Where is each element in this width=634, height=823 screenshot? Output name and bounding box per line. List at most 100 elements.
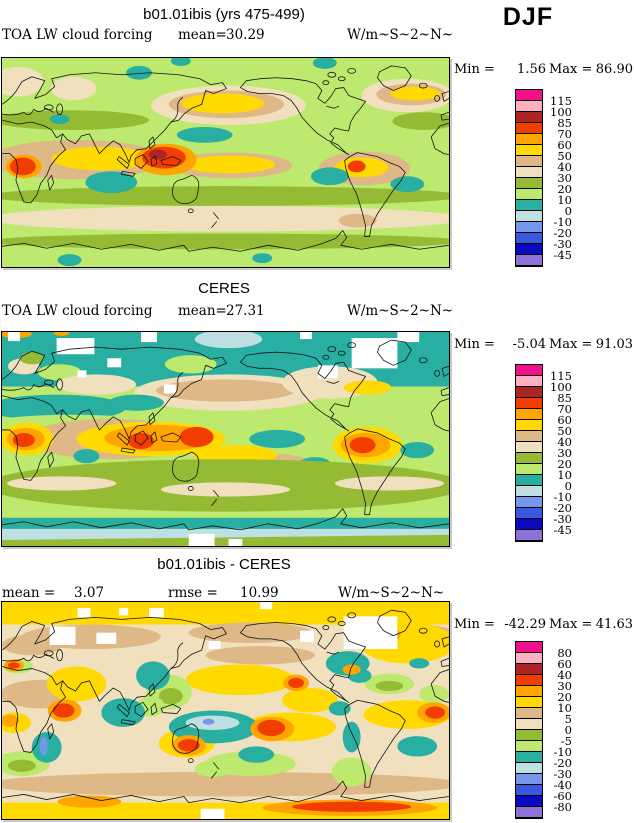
colorbar-cell — [516, 486, 542, 497]
colorbar-cell — [516, 519, 542, 530]
colorbar-cell — [516, 145, 542, 156]
colorbar-tick-label: -80 — [553, 800, 572, 814]
colorbar-tick-label: 85 — [557, 116, 572, 130]
colorbar-tick-label: 20 — [557, 182, 572, 196]
panel2-subtitle: TOA LW cloud forcing mean= 27.31 W/m~S~2… — [0, 303, 454, 321]
colorbar-tick-label: -45 — [553, 523, 572, 537]
colorbar-tick-label: 70 — [557, 127, 572, 141]
colorbar-tick-label: -30 — [553, 512, 572, 526]
colorbar-cell — [516, 112, 542, 123]
colorbar-tick-label: 30 — [557, 171, 572, 185]
colorbar-cell — [516, 763, 542, 774]
panel2-mean-value: 27.31 — [226, 303, 265, 319]
colorbar-cell — [516, 189, 542, 200]
colorbar-tick-label: -20 — [553, 756, 572, 770]
colorbar-cell — [516, 244, 542, 255]
panel1-max-value: 86.90 — [595, 62, 633, 77]
colorbar-tick-label: -60 — [553, 789, 572, 803]
panel3-min-value: -42.29 — [504, 617, 546, 632]
colorbar-cell — [516, 686, 542, 697]
colorbar-cell — [516, 398, 542, 409]
colorbar-cell — [516, 453, 542, 464]
colorbar-tick-label: 0 — [564, 723, 572, 737]
panel3-contour-map — [2, 602, 449, 819]
panel3-mean-label: mean = — [2, 585, 56, 601]
colorbar-cell — [516, 530, 542, 541]
colorbar-tick-label: 100 — [550, 105, 572, 119]
panel1-min-value: 1.56 — [517, 62, 546, 77]
panel2-map — [1, 331, 450, 547]
panel2-max-label: Max = — [549, 337, 593, 352]
panel2-mean-label: mean= — [178, 303, 227, 319]
panel1-mean-label: mean= — [178, 27, 227, 43]
panel1-colorbar: 115 100 85 70 60 50 40 30 20 10 0 -10 -20 -30 -45 — [515, 89, 572, 267]
colorbar-cell — [516, 708, 542, 719]
panel2-units: W/m~S~2~N~ — [347, 303, 454, 319]
colorbar-tick-label: 85 — [557, 391, 572, 405]
panel1-min-label: Min = — [454, 62, 495, 77]
panel1-variable-label: TOA LW cloud forcing — [2, 27, 153, 43]
panel1-mean-value: 30.29 — [226, 27, 265, 43]
colorbar-cell — [516, 211, 542, 222]
colorbar-tick-label: 60 — [557, 657, 572, 671]
colorbar-cell — [516, 675, 542, 686]
panel1-units: W/m~S~2~N~ — [347, 27, 454, 43]
colorbar-tick-label: 50 — [557, 424, 572, 438]
panel1-subtitle: TOA LW cloud forcing mean= 30.29 W/m~S~2… — [0, 27, 454, 45]
colorbar-cell — [516, 464, 542, 475]
panel1-map — [1, 57, 450, 268]
panel3-title: b01.01ibis - CERES — [157, 556, 291, 573]
panel1-max-label: Max = — [549, 62, 593, 77]
colorbar-cell — [516, 774, 542, 785]
panel3-min-label: Min = — [454, 617, 495, 632]
colorbar-tick-label: 20 — [557, 457, 572, 471]
colorbar-tick-label: 40 — [557, 160, 572, 174]
colorbar-tick-label: 10 — [557, 701, 572, 715]
colorbar-tick-label: 20 — [557, 690, 572, 704]
panel2-colorbar: 115 100 85 70 60 50 40 30 20 10 0 -10 -20 -30 -45 — [515, 364, 572, 542]
colorbar-cell — [516, 255, 542, 266]
colorbar-cell — [516, 101, 542, 112]
panel1-contour-map — [2, 58, 449, 267]
colorbar-cell — [516, 442, 542, 453]
panel2-minmax: Min = -5.04 Max = 91.03 — [450, 337, 634, 353]
colorbar-cell — [516, 156, 542, 167]
season-label: DJF — [502, 3, 554, 31]
panel3-minmax: Min = -42.29 Max = 41.63 — [450, 617, 634, 633]
colorbar-tick-label: 10 — [557, 193, 572, 207]
colorbar-tick-label: 50 — [557, 149, 572, 163]
colorbar-tick-label: 5 — [564, 712, 572, 726]
colorbar-tick-label: 0 — [564, 204, 572, 218]
colorbar-tick-label: 70 — [557, 402, 572, 416]
colorbar-tick-label: -5 — [560, 734, 572, 748]
colorbar-cell — [516, 200, 542, 211]
panel3-max-value: 41.63 — [595, 617, 633, 632]
panel1-minmax: Min = 1.56 Max = 86.90 — [450, 62, 634, 78]
colorbar-cell — [516, 222, 542, 233]
colorbar-cell — [516, 420, 542, 431]
colorbar-tick-label: 60 — [557, 138, 572, 152]
colorbar-cell — [516, 134, 542, 145]
colorbar-cell — [516, 475, 542, 486]
panel2-max-value: 91.03 — [595, 337, 633, 352]
colorbar-cell — [516, 807, 542, 818]
panel2-title: CERES — [198, 280, 250, 297]
colorbar-cell — [516, 508, 542, 519]
panel2-min-label: Min = — [454, 337, 495, 352]
colorbar-cell — [516, 365, 542, 376]
panel2-contour-map — [2, 332, 449, 546]
colorbar-cell — [516, 664, 542, 675]
panel3-mean-value: 3.07 — [74, 585, 105, 601]
colorbar-tick-label: -40 — [553, 778, 572, 792]
colorbar-cell — [516, 697, 542, 708]
colorbar-tick-label: 115 — [550, 94, 572, 108]
colorbar-tick-label: -30 — [553, 237, 572, 251]
colorbar-cell — [516, 796, 542, 807]
panel3-max-label: Max = — [549, 617, 593, 632]
colorbar-tick-label: 0 — [564, 479, 572, 493]
panel3-map — [1, 601, 450, 820]
panel2-min-value: -5.04 — [512, 337, 546, 352]
colorbar-cell — [516, 785, 542, 796]
colorbar-tick-label: -10 — [553, 490, 572, 504]
colorbar-cell — [516, 741, 542, 752]
